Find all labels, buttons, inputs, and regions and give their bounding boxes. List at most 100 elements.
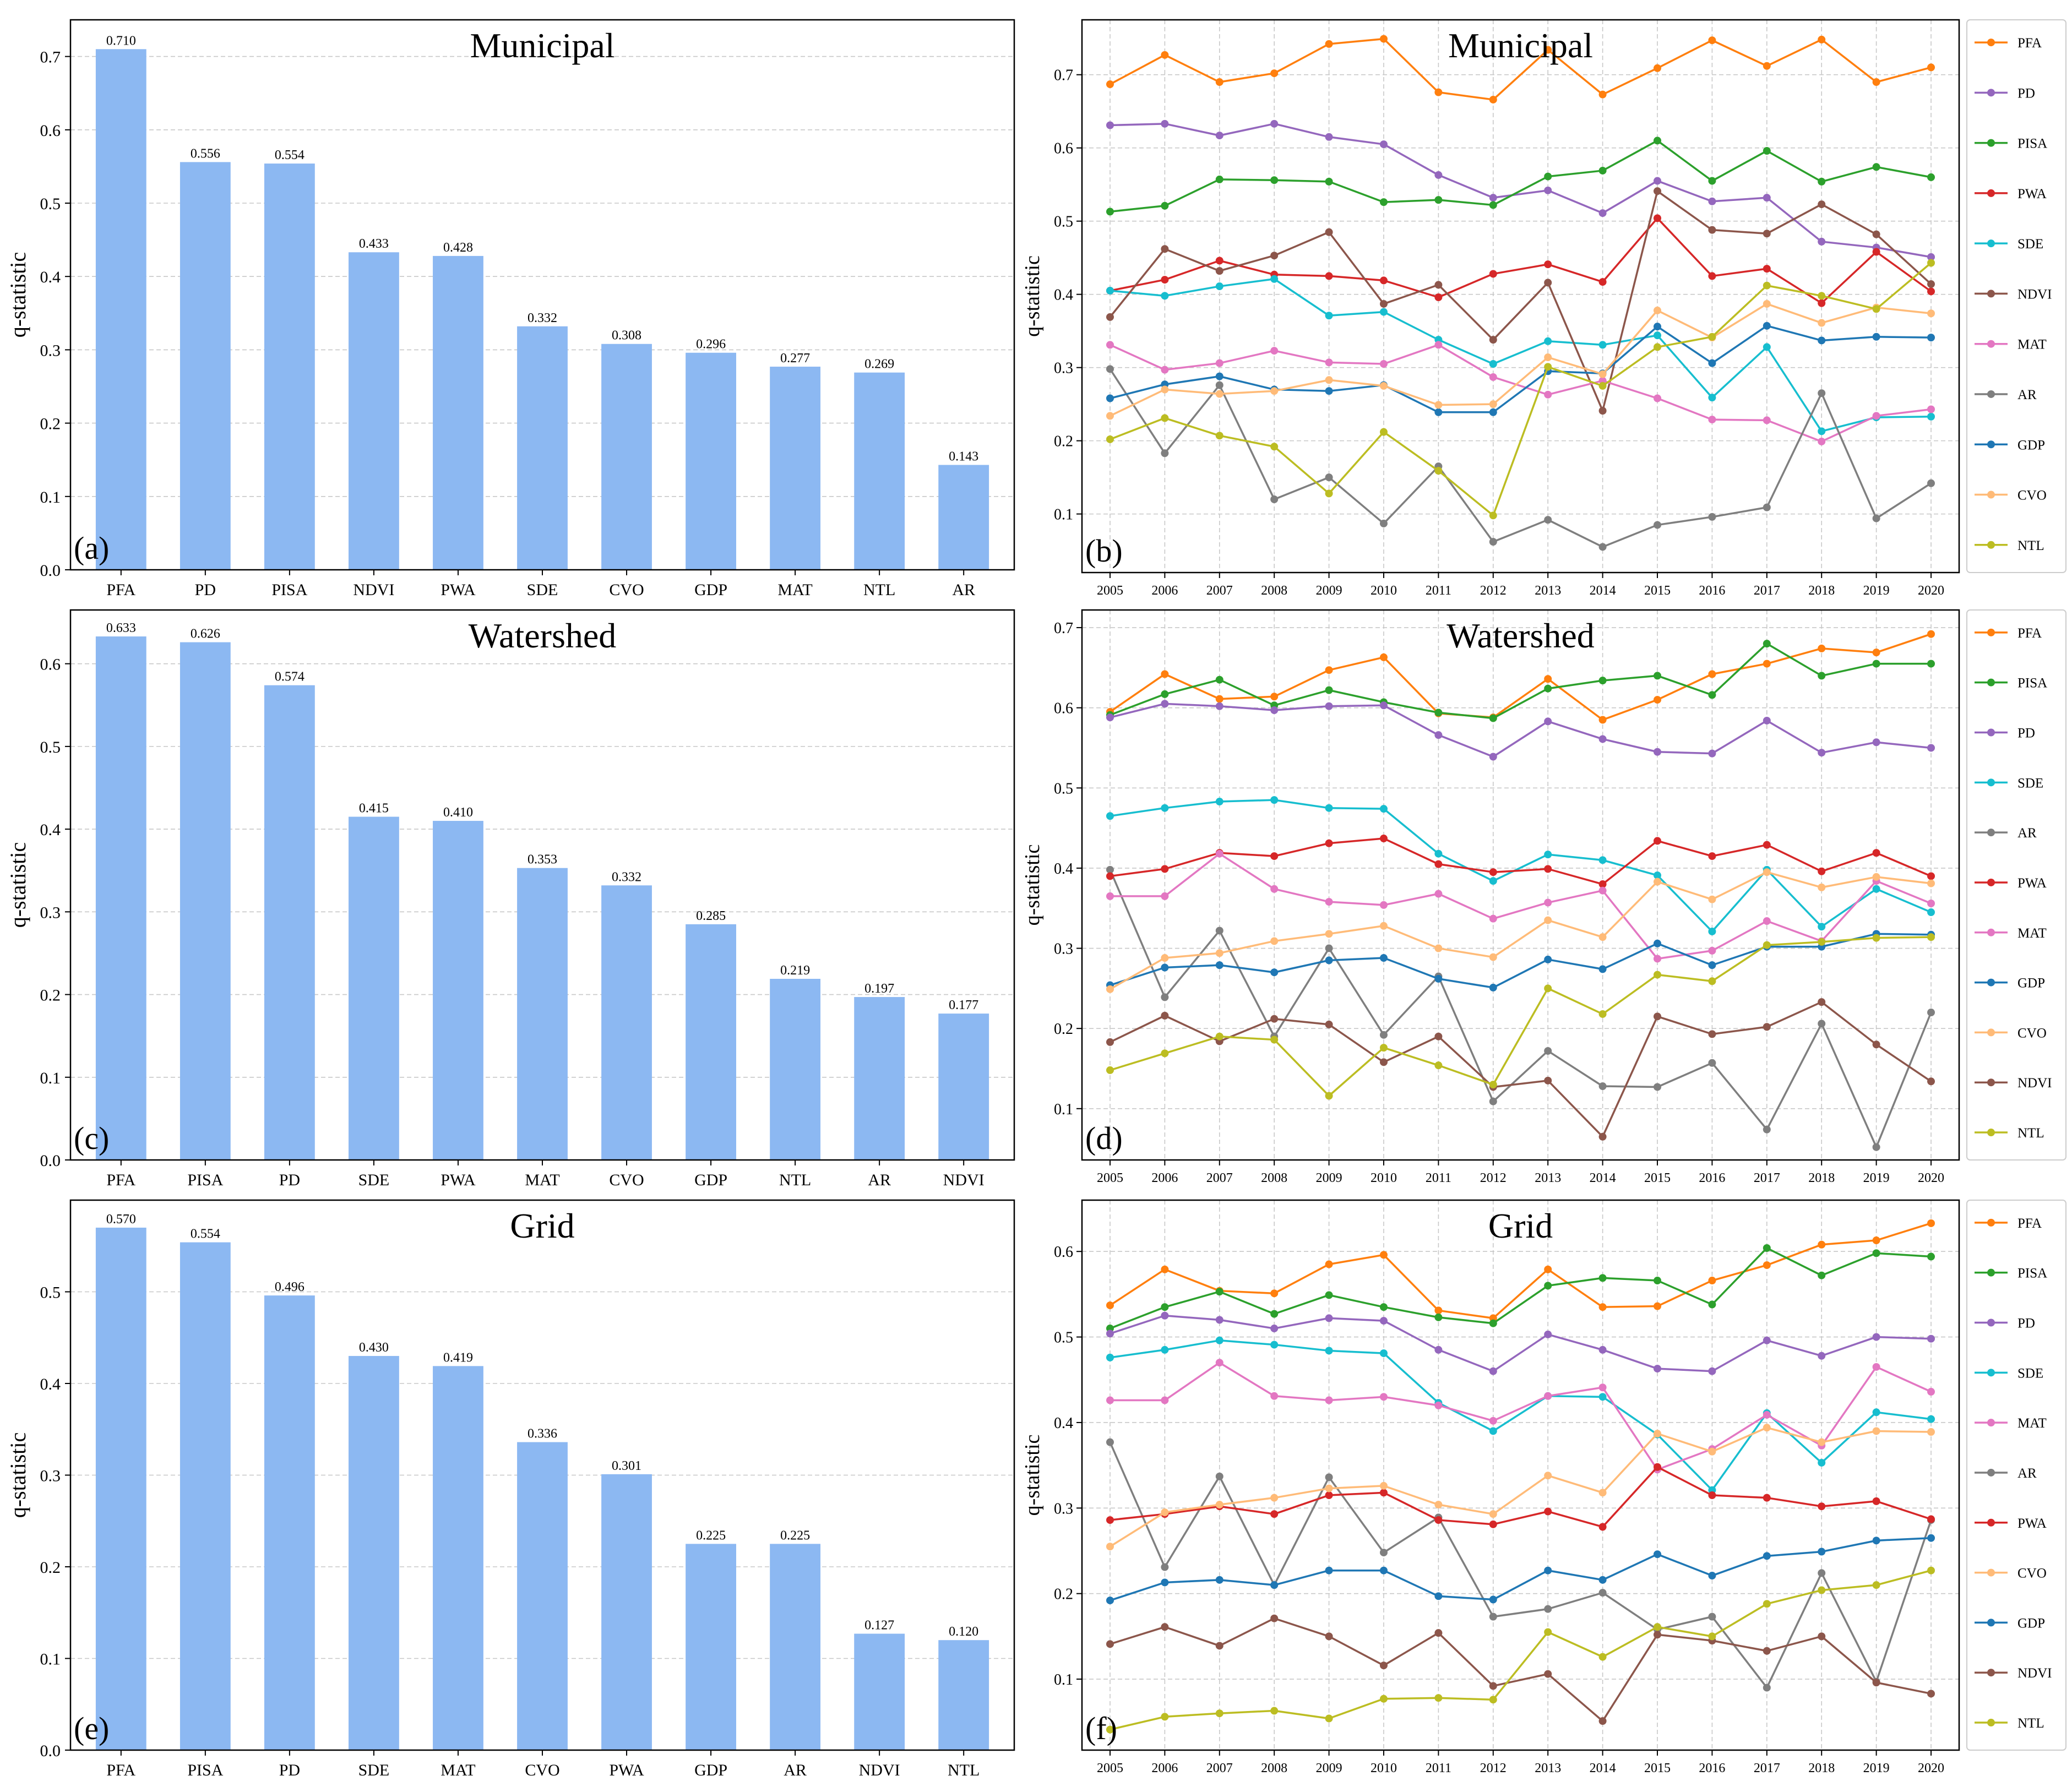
data-point-sde bbox=[1489, 360, 1497, 368]
data-point-pd bbox=[1215, 1316, 1223, 1324]
data-point-pwa bbox=[1489, 868, 1497, 876]
data-point-mat bbox=[1763, 416, 1771, 424]
data-point-pwa bbox=[1763, 1494, 1771, 1502]
chart-title: Municipal bbox=[1448, 26, 1593, 65]
data-point-cvo bbox=[1106, 1543, 1114, 1551]
legend-swatch-marker bbox=[1987, 829, 1995, 837]
data-point-pwa bbox=[1325, 272, 1333, 280]
data-point-ar bbox=[1708, 1059, 1716, 1067]
legend: PFA PISA PD SDE AR PWA MAT GDP CVO NDVI NTL bbox=[1966, 609, 2066, 1161]
data-point-mat bbox=[1872, 412, 1880, 420]
data-point-gdp bbox=[1325, 1566, 1333, 1574]
series-line-pd bbox=[1110, 1314, 1932, 1372]
data-point-cvo bbox=[1763, 299, 1771, 308]
data-point-pisa bbox=[1872, 660, 1880, 668]
bar-value-label: 0.225 bbox=[780, 1528, 810, 1543]
x-tick-label: NTL bbox=[863, 581, 895, 599]
data-point-gdp bbox=[1106, 394, 1114, 402]
data-point-cvo bbox=[1598, 370, 1607, 378]
legend-entry: GDP bbox=[2017, 976, 2045, 991]
y-tick-label: 0.4 bbox=[40, 821, 61, 839]
data-point-pisa bbox=[1325, 686, 1333, 694]
data-point-mat bbox=[1544, 898, 1552, 907]
data-point-cvo bbox=[1325, 376, 1333, 384]
data-point-mat bbox=[1161, 1396, 1169, 1404]
data-point-ar bbox=[1872, 1143, 1880, 1151]
data-point-pwa bbox=[1927, 1515, 1935, 1523]
x-tick-label: PD bbox=[279, 1171, 300, 1189]
data-point-ar bbox=[1161, 993, 1169, 1001]
bar-gdp bbox=[686, 352, 736, 570]
data-point-cvo bbox=[1708, 895, 1716, 903]
data-point-cvo bbox=[1927, 879, 1935, 887]
y-tick-label: 0.0 bbox=[40, 562, 61, 580]
legend-entry: CVO bbox=[2017, 488, 2047, 503]
y-tick-label: 0.2 bbox=[40, 987, 61, 1005]
data-point-ar bbox=[1598, 1082, 1607, 1091]
bar-value-label: 0.120 bbox=[949, 1625, 978, 1639]
data-point-pfa bbox=[1708, 670, 1716, 678]
data-point-ndvi bbox=[1379, 299, 1388, 308]
bar-gdp bbox=[686, 1544, 736, 1750]
data-point-pfa bbox=[1215, 78, 1223, 86]
data-point-sde bbox=[1489, 1427, 1497, 1435]
x-tick-label: 2016 bbox=[1699, 1171, 1725, 1185]
data-point-pfa bbox=[1270, 69, 1279, 78]
data-point-pisa bbox=[1763, 640, 1771, 648]
data-point-pisa bbox=[1872, 1249, 1880, 1257]
data-point-cvo bbox=[1270, 937, 1279, 945]
data-point-mat bbox=[1544, 390, 1552, 399]
data-point-pwa bbox=[1654, 837, 1662, 845]
data-point-ndvi bbox=[1927, 1077, 1935, 1086]
data-point-ntl bbox=[1544, 1628, 1552, 1636]
data-point-cvo bbox=[1161, 954, 1169, 962]
data-point-pwa bbox=[1270, 1510, 1279, 1518]
data-point-pwa bbox=[1818, 299, 1826, 307]
data-point-ar bbox=[1325, 1473, 1333, 1481]
data-point-pisa bbox=[1434, 1313, 1443, 1321]
bar-ar bbox=[770, 1544, 821, 1750]
data-point-ndvi bbox=[1379, 1661, 1388, 1670]
data-point-pd bbox=[1654, 177, 1662, 185]
data-point-pwa bbox=[1654, 214, 1662, 222]
x-tick-label: PISA bbox=[187, 1761, 223, 1779]
data-point-pfa bbox=[1379, 35, 1388, 43]
y-tick-label: 0.1 bbox=[1054, 506, 1073, 524]
y-tick-label: 0.4 bbox=[1054, 1415, 1073, 1432]
legend-swatch-marker bbox=[1987, 1419, 1995, 1427]
legend-entry: AR bbox=[2017, 1466, 2037, 1481]
data-point-gdp bbox=[1489, 1595, 1497, 1604]
legend-entry: PD bbox=[2017, 86, 2035, 101]
x-tick-label: 2005 bbox=[1097, 1171, 1123, 1185]
data-point-pwa bbox=[1872, 1497, 1880, 1505]
y-axis-label: q-statistic bbox=[1021, 1435, 1044, 1516]
data-point-mat bbox=[1270, 885, 1279, 893]
data-point-ntl bbox=[1489, 1081, 1497, 1089]
y-tick-label: 0.6 bbox=[40, 656, 61, 674]
x-tick-label: AR bbox=[784, 1761, 807, 1779]
legend-swatch-marker bbox=[1987, 878, 1995, 886]
data-point-pisa bbox=[1872, 163, 1880, 171]
data-point-pd bbox=[1708, 749, 1716, 758]
legend-entry: PFA bbox=[2017, 626, 2042, 641]
data-point-cvo bbox=[1379, 382, 1388, 390]
data-point-ar bbox=[1106, 365, 1114, 373]
data-point-cvo bbox=[1763, 868, 1771, 876]
x-tick-label: 2008 bbox=[1261, 584, 1287, 598]
data-point-gdp bbox=[1818, 1548, 1826, 1556]
data-point-gdp bbox=[1434, 408, 1443, 416]
x-tick-label: 2016 bbox=[1699, 584, 1725, 598]
bar-pd bbox=[264, 685, 315, 1160]
data-point-cvo bbox=[1544, 916, 1552, 924]
x-tick-label: PWA bbox=[440, 581, 476, 599]
legend-swatch-marker bbox=[1987, 978, 1995, 987]
x-tick-label: 2014 bbox=[1590, 1171, 1616, 1185]
data-point-cvo bbox=[1654, 306, 1662, 314]
x-tick-label: CVO bbox=[609, 1171, 644, 1189]
x-tick-label: NTL bbox=[948, 1761, 980, 1779]
bar-pisa bbox=[264, 164, 315, 570]
legend-swatch-marker bbox=[1987, 1078, 1995, 1087]
x-tick-label: 2011 bbox=[1426, 1171, 1451, 1185]
data-point-ntl bbox=[1106, 1066, 1114, 1074]
data-point-pfa bbox=[1872, 78, 1880, 86]
